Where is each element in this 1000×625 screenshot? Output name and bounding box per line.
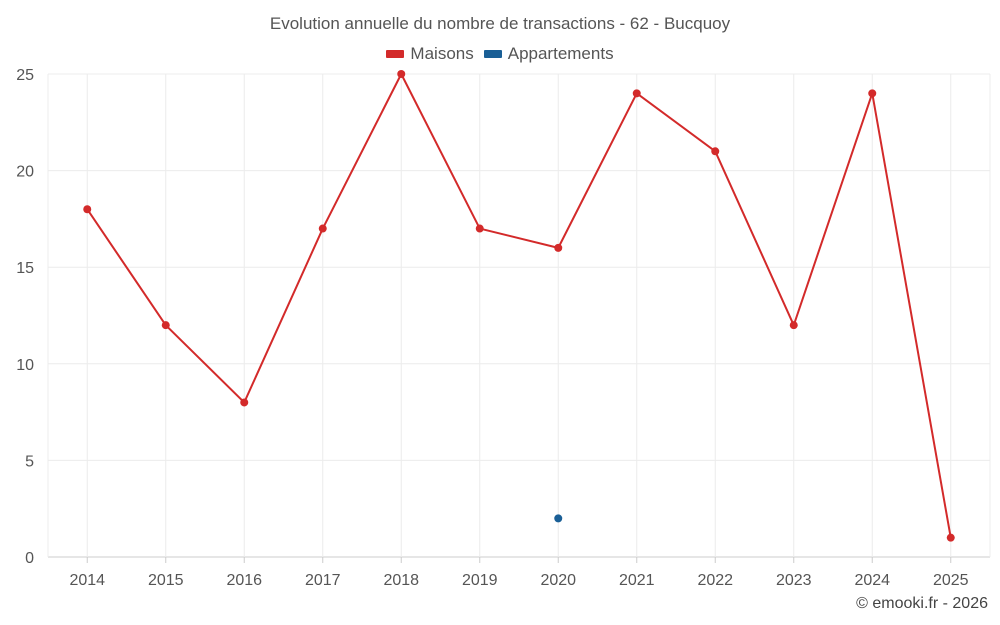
- x-tick-label-2014: 2014: [69, 572, 105, 589]
- x-tick-label-2025: 2025: [933, 572, 969, 589]
- data-point-maisons-2017: [318, 224, 327, 233]
- chart-legend: Maisons Appartements: [0, 44, 1000, 64]
- x-tick-label-2020: 2020: [540, 572, 576, 589]
- data-point-maisons-2023: [789, 321, 798, 330]
- x-tick-label-2021: 2021: [619, 572, 655, 589]
- data-point-maisons-2024: [868, 89, 877, 98]
- legend-swatch-maisons: [386, 50, 405, 58]
- x-tick-label-2015: 2015: [148, 572, 184, 589]
- y-tick-label-5: 5: [25, 453, 34, 470]
- legend-label-maisons: Maisons: [410, 44, 474, 63]
- x-tick-label-2018: 2018: [383, 572, 419, 589]
- legend-swatch-appartements: [483, 50, 502, 58]
- y-tick-label-20: 20: [16, 164, 34, 181]
- legend-label-appartements: Appartements: [507, 44, 614, 63]
- data-point-maisons-2016: [240, 398, 249, 407]
- data-point-maisons-2014: [83, 205, 92, 214]
- y-tick-label-10: 10: [16, 357, 34, 374]
- data-point-maisons-2022: [711, 147, 720, 156]
- y-tick-label-0: 0: [25, 550, 34, 567]
- y-tick-label-15: 15: [16, 260, 34, 277]
- x-tick-label-2016: 2016: [226, 572, 262, 589]
- x-tick-label-2019: 2019: [462, 572, 498, 589]
- legend-item-appartements[interactable]: Appartements: [483, 44, 614, 64]
- data-point-maisons-2018: [397, 70, 406, 78]
- data-point-maisons-2015: [161, 321, 170, 330]
- y-tick-label-25: 25: [16, 67, 34, 84]
- credit-text: © emooki.fr - 2026: [856, 595, 988, 612]
- legend-item-maisons[interactable]: Maisons: [386, 44, 474, 64]
- x-tick-label-2022: 2022: [697, 572, 733, 589]
- data-point-maisons-2025: [946, 533, 955, 542]
- x-tick-label-2023: 2023: [776, 572, 812, 589]
- x-tick-label-2024: 2024: [854, 572, 890, 589]
- x-tick-label-2017: 2017: [305, 572, 341, 589]
- series-line-maisons: [86, 73, 952, 538]
- data-point-maisons-2019: [475, 224, 484, 233]
- data-point-maisons-2021: [632, 89, 641, 98]
- data-point-appartements-2020: [554, 514, 563, 523]
- data-point-maisons-2020: [554, 243, 563, 252]
- chart-title: Evolution annuelle du nombre de transact…: [269, 14, 731, 33]
